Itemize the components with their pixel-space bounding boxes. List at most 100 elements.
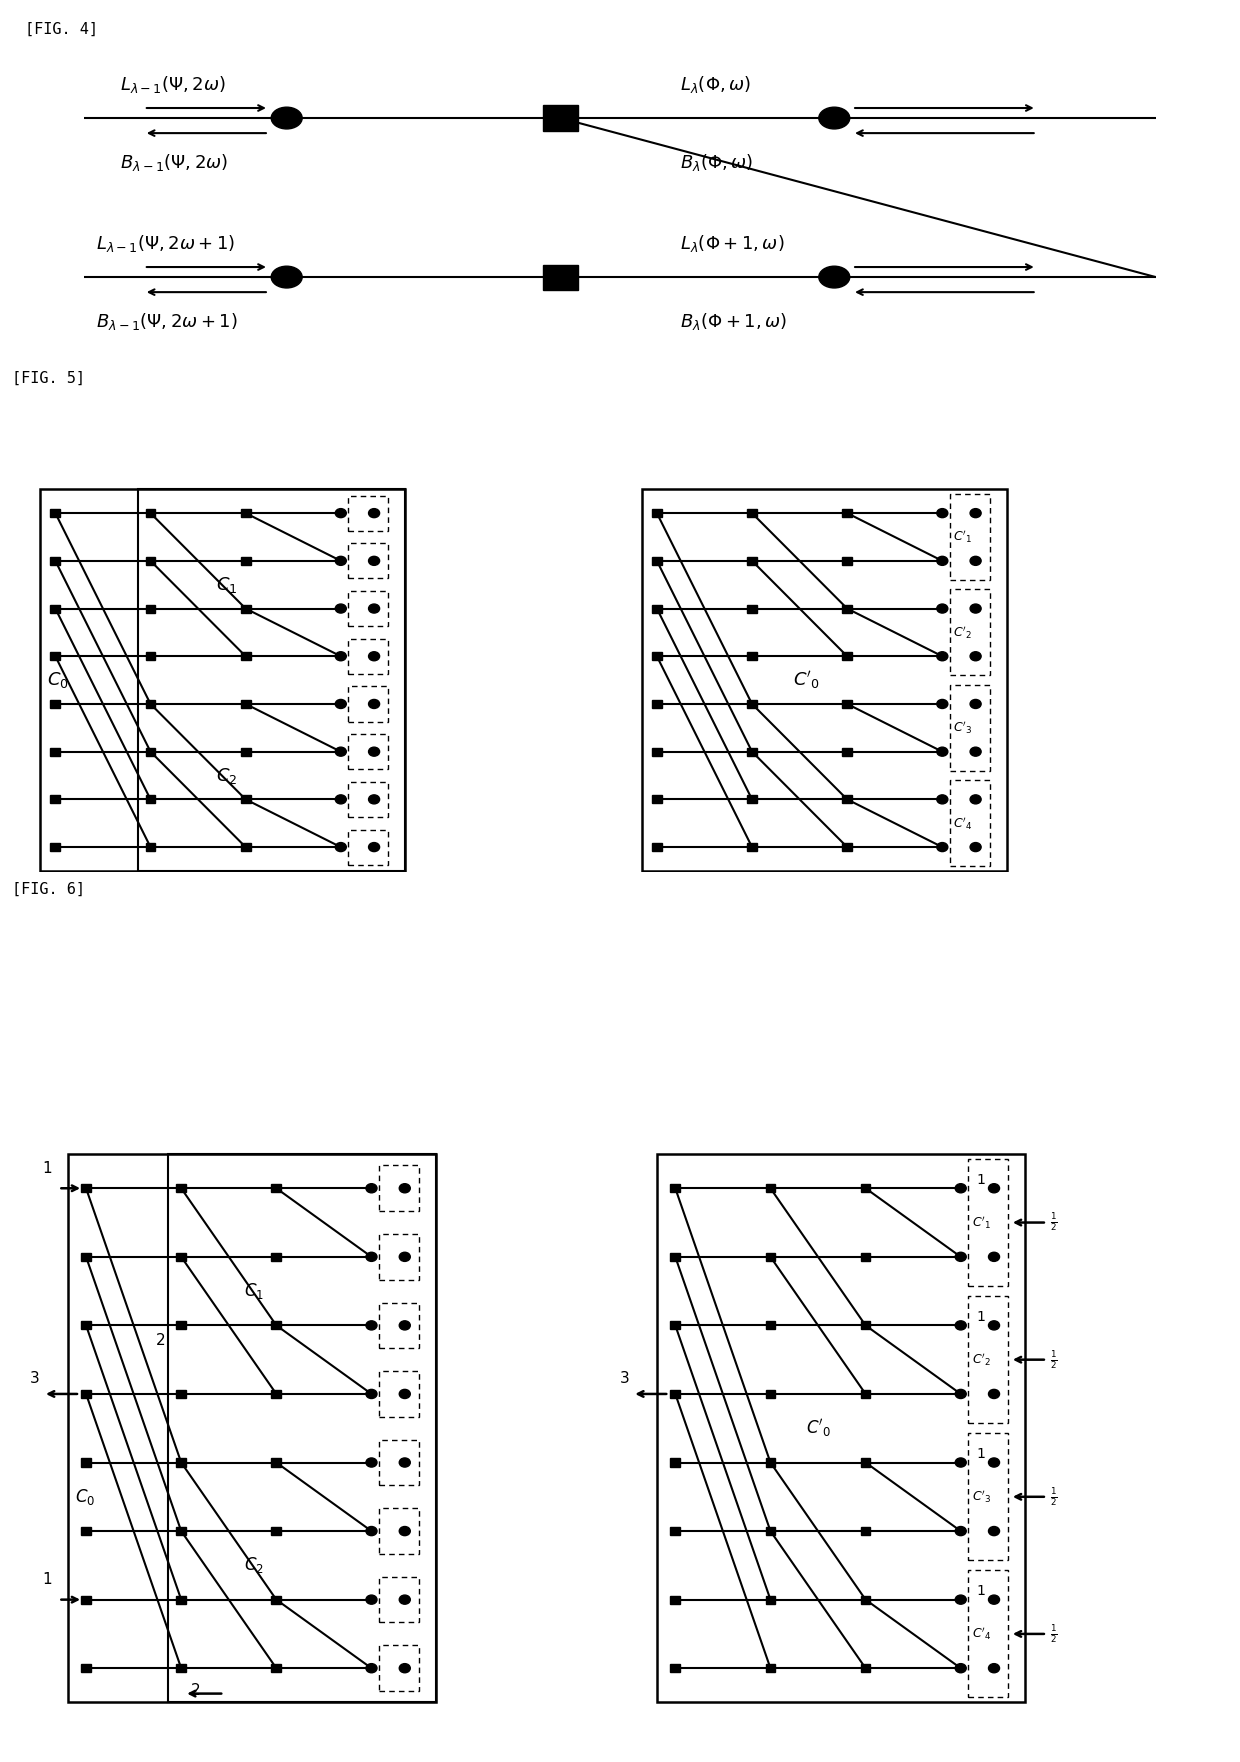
Circle shape bbox=[988, 1663, 999, 1672]
Bar bbox=[81, 1253, 91, 1262]
Text: $C'_4$: $C'_4$ bbox=[971, 1626, 991, 1642]
Bar bbox=[748, 604, 756, 613]
Bar bbox=[842, 652, 852, 661]
Circle shape bbox=[955, 1526, 966, 1536]
Bar bbox=[51, 509, 61, 518]
Bar bbox=[652, 700, 662, 708]
Bar bbox=[81, 1459, 91, 1466]
Bar bbox=[241, 795, 250, 803]
Bar bbox=[641, 490, 1007, 870]
Text: $L_{\lambda-1}(\Psi, 2\omega+1)$: $L_{\lambda-1}(\Psi, 2\omega+1)$ bbox=[97, 233, 236, 254]
Text: $C_1$: $C_1$ bbox=[244, 1281, 264, 1300]
Bar bbox=[379, 1233, 419, 1279]
Circle shape bbox=[399, 1322, 410, 1330]
Bar bbox=[167, 1154, 436, 1702]
Bar bbox=[652, 557, 662, 566]
Circle shape bbox=[936, 842, 947, 851]
Text: $L_{\lambda}(\Phi, \omega)$: $L_{\lambda}(\Phi, \omega)$ bbox=[680, 74, 750, 95]
Text: [FIG. 4]: [FIG. 4] bbox=[25, 21, 98, 37]
Bar bbox=[379, 1302, 419, 1348]
Text: $C'_4$: $C'_4$ bbox=[954, 816, 972, 832]
Text: $B_{\lambda}(\Phi+1, \omega)$: $B_{\lambda}(\Phi+1, \omega)$ bbox=[680, 310, 786, 331]
Bar bbox=[348, 735, 388, 770]
Text: $\frac{1}{2}$: $\frac{1}{2}$ bbox=[1050, 1623, 1058, 1646]
Text: $C'_3$: $C'_3$ bbox=[954, 719, 972, 737]
Bar bbox=[272, 1663, 281, 1672]
Bar bbox=[950, 685, 990, 770]
Bar bbox=[968, 1570, 1008, 1697]
Text: 3: 3 bbox=[620, 1371, 629, 1387]
Bar bbox=[176, 1596, 186, 1603]
Bar bbox=[145, 700, 155, 708]
Bar bbox=[861, 1322, 870, 1330]
Circle shape bbox=[399, 1526, 410, 1536]
Bar bbox=[241, 652, 250, 661]
Text: [FIG. 6]: [FIG. 6] bbox=[12, 883, 86, 897]
Circle shape bbox=[366, 1184, 377, 1193]
Circle shape bbox=[955, 1595, 966, 1603]
Circle shape bbox=[335, 700, 346, 708]
Bar bbox=[81, 1322, 91, 1330]
Circle shape bbox=[936, 747, 947, 756]
Text: $C'_0$: $C'_0$ bbox=[806, 1417, 831, 1440]
Bar bbox=[671, 1184, 681, 1193]
Bar bbox=[51, 557, 61, 566]
Bar bbox=[145, 557, 155, 566]
Bar bbox=[348, 590, 388, 626]
Bar bbox=[748, 509, 756, 518]
Circle shape bbox=[970, 700, 981, 708]
Circle shape bbox=[399, 1184, 410, 1193]
Bar bbox=[652, 747, 662, 756]
Circle shape bbox=[366, 1663, 377, 1672]
Text: $\frac{1}{2}$: $\frac{1}{2}$ bbox=[1050, 1348, 1058, 1371]
Text: $B_{\lambda}(\Phi, \omega)$: $B_{\lambda}(\Phi, \omega)$ bbox=[680, 152, 753, 173]
Bar bbox=[348, 782, 388, 818]
Bar bbox=[842, 509, 852, 518]
Text: 1: 1 bbox=[977, 1584, 986, 1598]
Text: $C_0$: $C_0$ bbox=[74, 1487, 95, 1507]
Circle shape bbox=[988, 1253, 999, 1262]
Circle shape bbox=[366, 1253, 377, 1262]
Bar bbox=[241, 557, 250, 566]
Text: 2: 2 bbox=[156, 1334, 166, 1348]
Text: $B_{\lambda-1}(\Psi, 2\omega+1)$: $B_{\lambda-1}(\Psi, 2\omega+1)$ bbox=[97, 310, 238, 331]
Text: $C'_0$: $C'_0$ bbox=[794, 670, 821, 691]
Bar bbox=[748, 747, 756, 756]
Text: 1: 1 bbox=[977, 1309, 986, 1323]
Bar bbox=[176, 1322, 186, 1330]
Bar bbox=[652, 795, 662, 803]
Circle shape bbox=[366, 1322, 377, 1330]
Circle shape bbox=[335, 795, 346, 803]
Bar bbox=[348, 543, 388, 578]
Circle shape bbox=[970, 842, 981, 851]
Bar bbox=[51, 700, 61, 708]
Bar bbox=[348, 638, 388, 673]
Circle shape bbox=[399, 1253, 410, 1262]
Circle shape bbox=[366, 1526, 377, 1536]
Bar bbox=[748, 700, 756, 708]
Bar bbox=[176, 1184, 186, 1193]
Bar bbox=[765, 1528, 775, 1535]
Text: $B_{\lambda-1}(\Psi, 2\omega)$: $B_{\lambda-1}(\Psi, 2\omega)$ bbox=[120, 152, 228, 173]
Circle shape bbox=[368, 842, 379, 851]
Text: $L_{\lambda-1}(\Psi, 2\omega)$: $L_{\lambda-1}(\Psi, 2\omega)$ bbox=[120, 74, 226, 95]
Circle shape bbox=[955, 1457, 966, 1468]
Bar bbox=[379, 1646, 419, 1692]
Text: 1: 1 bbox=[977, 1447, 986, 1461]
Text: $C'_2$: $C'_2$ bbox=[954, 624, 972, 641]
Bar bbox=[950, 493, 990, 580]
Bar bbox=[272, 1596, 281, 1603]
Bar bbox=[765, 1184, 775, 1193]
Circle shape bbox=[399, 1663, 410, 1672]
Bar bbox=[81, 1663, 91, 1672]
Circle shape bbox=[366, 1595, 377, 1603]
Text: $C'_3$: $C'_3$ bbox=[972, 1489, 991, 1505]
Bar bbox=[348, 830, 388, 865]
Bar bbox=[765, 1390, 775, 1397]
Circle shape bbox=[272, 266, 303, 287]
Bar bbox=[379, 1165, 419, 1210]
Text: 3: 3 bbox=[30, 1371, 40, 1387]
Bar bbox=[968, 1159, 1008, 1286]
Bar bbox=[748, 557, 756, 566]
Circle shape bbox=[936, 700, 947, 708]
